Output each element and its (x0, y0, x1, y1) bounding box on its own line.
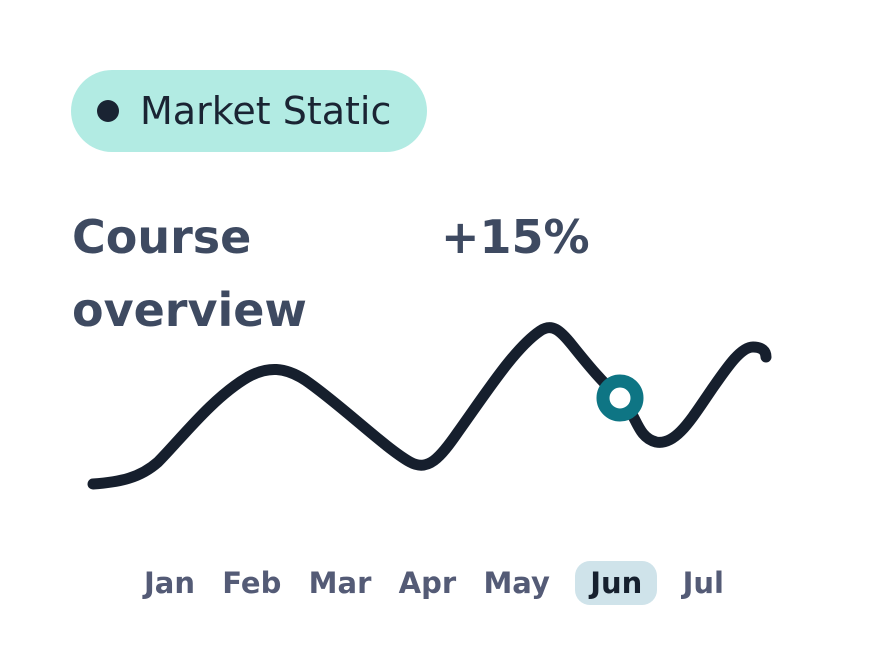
badge-label: Market Static (140, 89, 392, 133)
month-axis: Jan Feb Mar Apr May Jun Jul (142, 561, 726, 605)
month-label-mar[interactable]: Mar (308, 566, 372, 600)
page-title: Course overview (72, 201, 307, 347)
month-label-jul[interactable]: Jul (682, 566, 724, 600)
month-label-jan[interactable]: Jan (144, 566, 196, 600)
month-label-jun-selected[interactable]: Jun (575, 561, 658, 605)
month-label-apr[interactable]: Apr (398, 566, 457, 600)
trend-line (87, 322, 772, 490)
page-title-line1: Course (72, 210, 252, 264)
month-label-feb[interactable]: Feb (222, 566, 282, 600)
dot-icon (97, 100, 119, 122)
highlight-point-marker[interactable] (596, 374, 644, 422)
delta-percentage: +15% (441, 210, 590, 264)
page-title-line2: overview (72, 283, 307, 337)
month-label-may[interactable]: May (483, 566, 550, 600)
market-static-badge: Market Static (71, 70, 428, 152)
